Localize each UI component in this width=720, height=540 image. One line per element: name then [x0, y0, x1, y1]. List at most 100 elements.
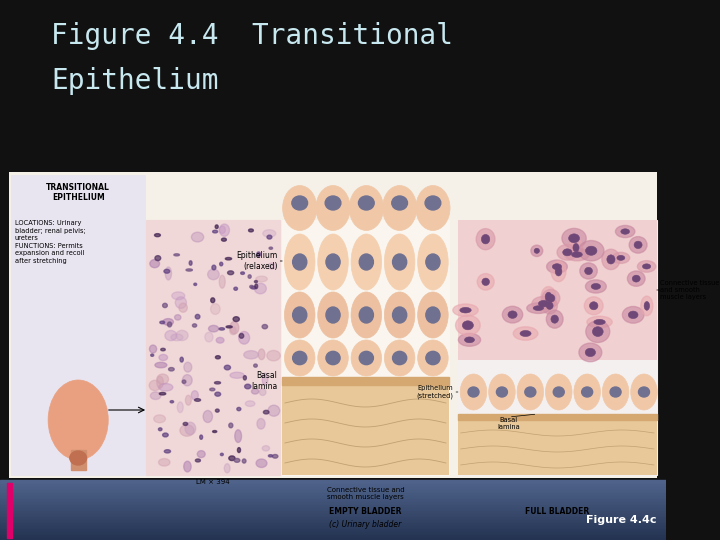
Ellipse shape: [456, 315, 480, 335]
Ellipse shape: [165, 330, 177, 341]
Ellipse shape: [482, 234, 490, 244]
Bar: [0, 493, 666, 495]
Ellipse shape: [392, 352, 407, 365]
Ellipse shape: [284, 234, 315, 290]
Ellipse shape: [534, 248, 539, 253]
Ellipse shape: [594, 320, 606, 325]
Bar: [0, 510, 666, 511]
Ellipse shape: [194, 283, 197, 286]
Ellipse shape: [596, 320, 603, 323]
Ellipse shape: [326, 352, 340, 365]
Ellipse shape: [166, 267, 171, 280]
Ellipse shape: [153, 415, 166, 423]
Ellipse shape: [210, 388, 215, 391]
Ellipse shape: [325, 196, 341, 210]
Ellipse shape: [230, 321, 239, 334]
Ellipse shape: [267, 235, 272, 239]
Ellipse shape: [150, 260, 160, 268]
Ellipse shape: [588, 350, 593, 355]
Ellipse shape: [163, 319, 174, 325]
Ellipse shape: [382, 186, 417, 231]
Bar: [0, 534, 666, 536]
Ellipse shape: [569, 234, 580, 243]
Ellipse shape: [522, 332, 529, 335]
Ellipse shape: [573, 244, 579, 252]
Ellipse shape: [254, 281, 258, 282]
Ellipse shape: [351, 234, 382, 290]
Ellipse shape: [552, 264, 562, 269]
Ellipse shape: [513, 327, 538, 340]
Ellipse shape: [199, 435, 202, 440]
Ellipse shape: [175, 297, 186, 308]
Ellipse shape: [603, 374, 629, 410]
Ellipse shape: [197, 450, 205, 457]
Ellipse shape: [246, 401, 255, 407]
Ellipse shape: [226, 326, 233, 328]
Text: Epithelium
(relaxed): Epithelium (relaxed): [236, 251, 277, 271]
Ellipse shape: [585, 348, 595, 356]
Ellipse shape: [318, 292, 348, 338]
Ellipse shape: [161, 348, 166, 351]
Ellipse shape: [255, 284, 258, 289]
Ellipse shape: [186, 395, 192, 405]
Ellipse shape: [150, 392, 161, 400]
Ellipse shape: [639, 387, 649, 397]
Bar: [0, 529, 666, 531]
Ellipse shape: [644, 301, 649, 310]
Ellipse shape: [239, 334, 244, 338]
Ellipse shape: [483, 237, 488, 242]
Text: Epithelium: Epithelium: [51, 67, 218, 95]
Ellipse shape: [195, 459, 200, 462]
Ellipse shape: [240, 272, 245, 274]
Ellipse shape: [70, 451, 86, 465]
Ellipse shape: [416, 186, 450, 231]
Ellipse shape: [168, 368, 174, 371]
Ellipse shape: [392, 196, 408, 210]
Ellipse shape: [235, 430, 241, 442]
Ellipse shape: [602, 249, 620, 269]
Text: FULL BLADDER: FULL BLADDER: [525, 507, 590, 516]
Text: Epithelium
(stretched): Epithelium (stretched): [416, 385, 454, 399]
Bar: [282, 220, 449, 475]
Ellipse shape: [539, 300, 549, 307]
Ellipse shape: [184, 362, 192, 372]
Text: EMPTY BLADDER: EMPTY BLADDER: [329, 507, 402, 516]
Ellipse shape: [631, 374, 657, 410]
Ellipse shape: [180, 357, 184, 362]
Ellipse shape: [392, 307, 407, 323]
Ellipse shape: [159, 393, 166, 395]
Ellipse shape: [222, 238, 226, 241]
Ellipse shape: [623, 230, 628, 233]
Ellipse shape: [268, 405, 280, 416]
Ellipse shape: [585, 280, 606, 293]
Ellipse shape: [632, 275, 640, 282]
Ellipse shape: [418, 292, 448, 338]
Ellipse shape: [168, 322, 171, 327]
Ellipse shape: [359, 307, 374, 323]
Ellipse shape: [580, 263, 598, 279]
Ellipse shape: [510, 312, 516, 317]
Ellipse shape: [229, 456, 235, 461]
Ellipse shape: [562, 228, 586, 248]
Ellipse shape: [207, 269, 219, 280]
Ellipse shape: [159, 354, 168, 361]
Ellipse shape: [384, 234, 415, 290]
Ellipse shape: [248, 229, 253, 232]
Ellipse shape: [243, 376, 246, 380]
Ellipse shape: [259, 389, 266, 395]
Ellipse shape: [292, 254, 307, 270]
Ellipse shape: [349, 186, 384, 231]
Text: Basal
lamina: Basal lamina: [251, 372, 277, 391]
Ellipse shape: [392, 254, 407, 270]
Bar: [0, 499, 666, 501]
Ellipse shape: [264, 410, 269, 414]
Bar: [0, 483, 666, 484]
Ellipse shape: [585, 246, 597, 255]
Ellipse shape: [482, 278, 490, 286]
Bar: [0, 502, 666, 504]
Ellipse shape: [546, 374, 572, 410]
Ellipse shape: [256, 276, 267, 282]
Ellipse shape: [179, 303, 187, 312]
Bar: [0, 538, 666, 540]
Ellipse shape: [211, 298, 215, 302]
